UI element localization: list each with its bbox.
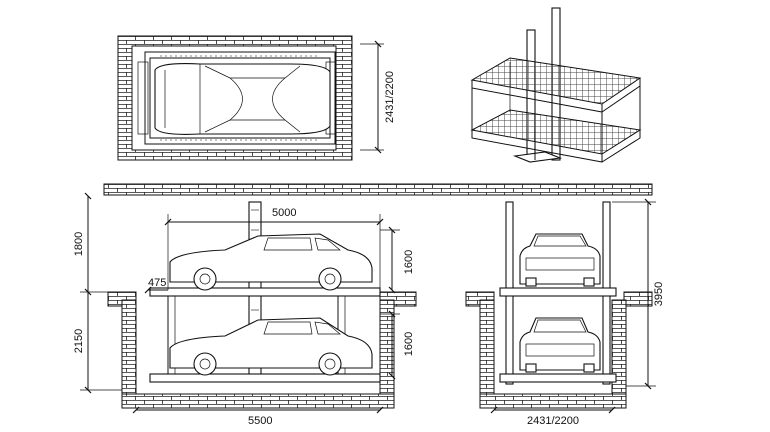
level-upper-label: 1600 — [403, 250, 415, 274]
plan-width-label: 2431/2200 — [384, 71, 396, 123]
pit-length-label: 5500 — [248, 415, 272, 427]
total-height-label: 3950 — [653, 282, 665, 306]
height-upper-label: 1800 — [73, 232, 85, 256]
length-top-label: 5000 — [272, 207, 296, 219]
side-elevation: 5000 475 1800 2150 1600 1600 5500 — [73, 192, 417, 427]
pit-width-label: 2431/2200 — [527, 415, 579, 427]
plan-view: 2431/2200 — [117, 35, 396, 161]
height-lower-label: 2150 — [73, 329, 85, 353]
level-lower-label: 1600 — [403, 332, 415, 356]
offset-label: 475 — [148, 277, 166, 289]
ground-slab — [103, 183, 653, 196]
front-elevation: 3950 2431/2200 — [465, 198, 665, 427]
isometric-view — [470, 7, 642, 163]
